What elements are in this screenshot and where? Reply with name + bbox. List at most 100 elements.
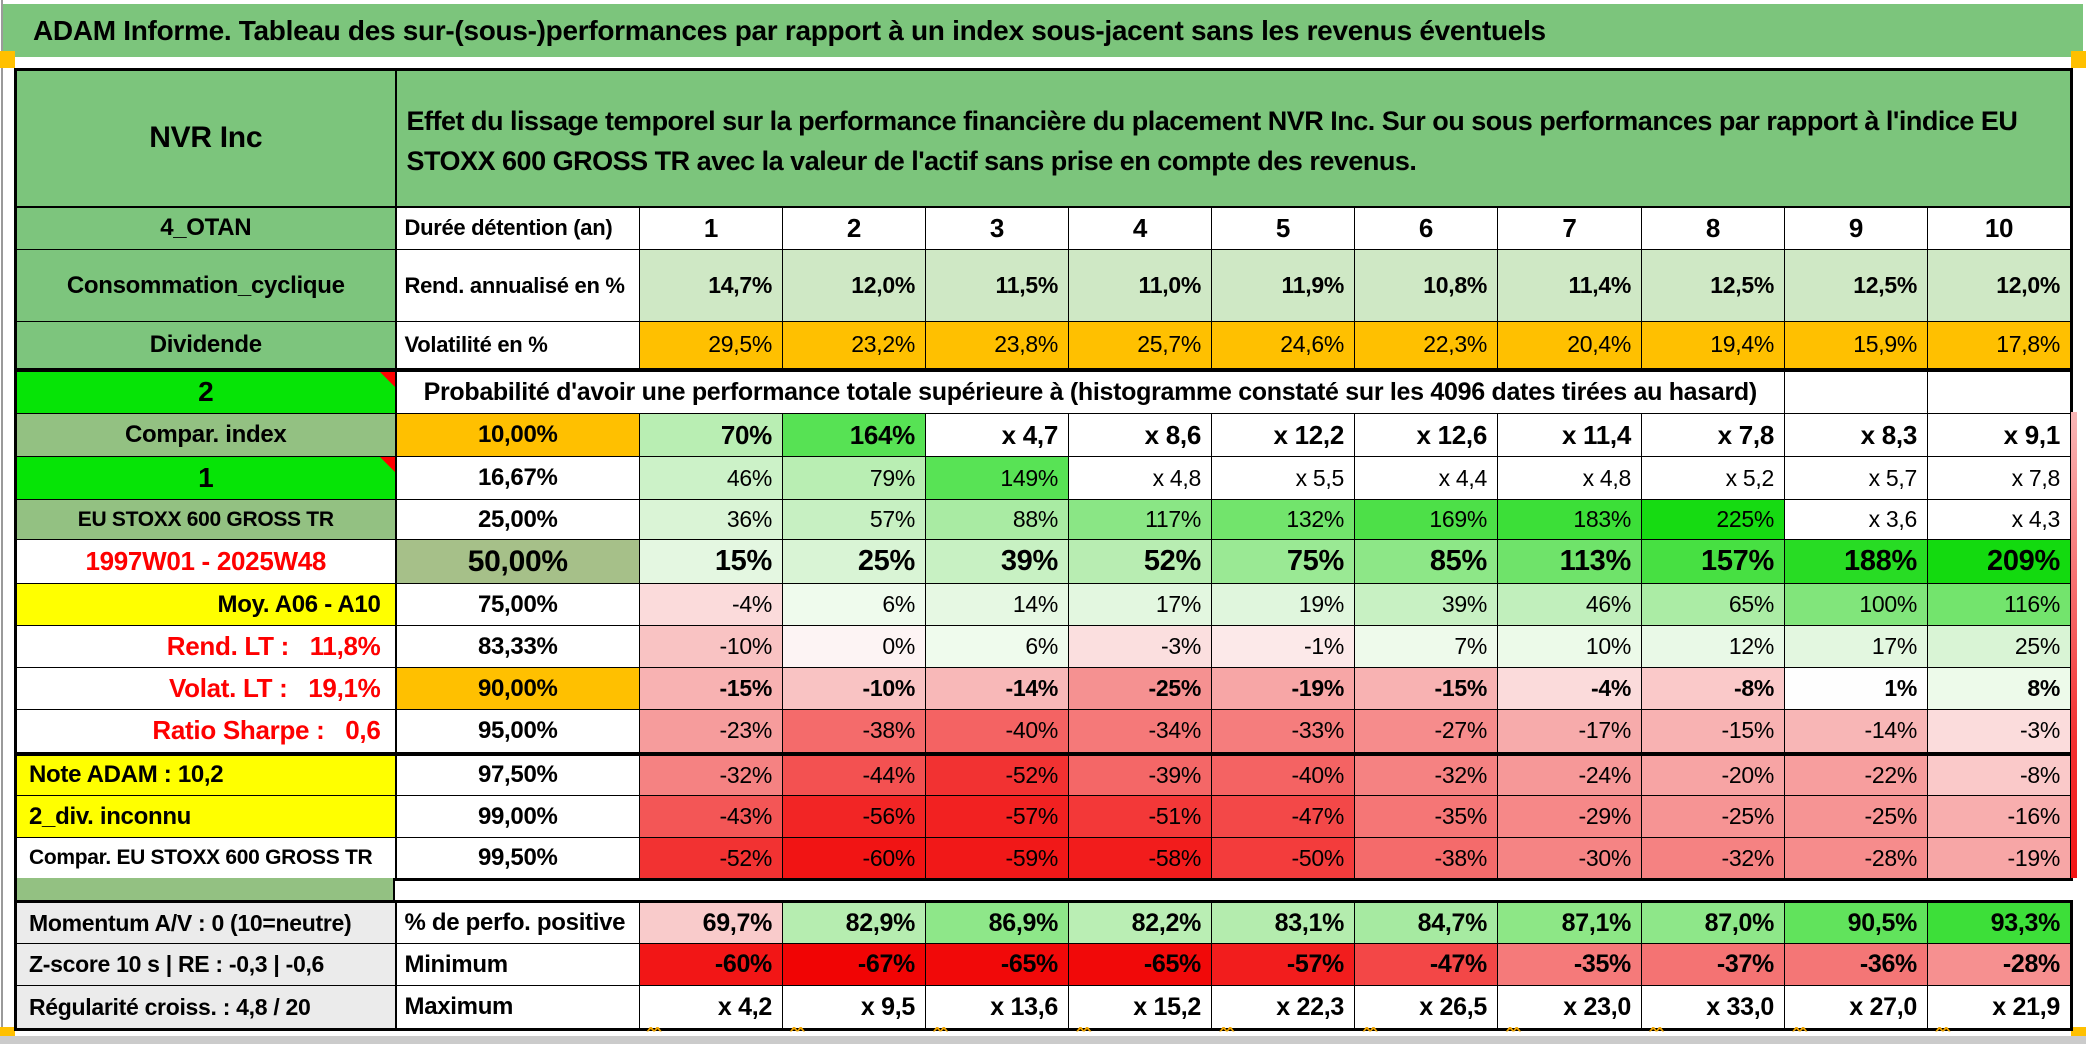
data-cell[interactable]: 10% [1497, 625, 1642, 668]
data-cell[interactable]: 24,6% [1211, 321, 1355, 370]
data-cell[interactable]: 15,9% [1784, 321, 1928, 370]
data-cell[interactable]: 85% [1354, 539, 1498, 584]
data-cell[interactable]: -4% [639, 583, 783, 626]
data-cell[interactable]: -38% [782, 709, 926, 754]
data-cell[interactable]: -47% [1211, 795, 1355, 838]
data-cell[interactable]: -51% [1068, 795, 1212, 838]
data-cell[interactable]: 25,7% [1068, 321, 1212, 370]
data-cell[interactable]: -57% [1211, 943, 1355, 986]
data-cell[interactable]: 23,2% [782, 321, 926, 370]
data-cell[interactable]: -67% [782, 943, 926, 986]
data-cell[interactable]: -39% [1068, 751, 1212, 796]
data-cell[interactable]: 23,8% [925, 321, 1069, 370]
data-cell[interactable]: -22% [1784, 751, 1928, 796]
data-cell[interactable] [1784, 367, 1928, 414]
data-cell[interactable]: -40% [925, 709, 1069, 754]
data-cell[interactable]: -44% [782, 751, 926, 796]
row-header-cell[interactable]: Volatilité en % [395, 321, 640, 370]
data-cell[interactable]: -14% [925, 667, 1069, 710]
data-cell[interactable]: 65% [1641, 583, 1785, 626]
data-cell[interactable]: -28% [1784, 837, 1928, 880]
data-cell[interactable]: x 5,7 [1784, 456, 1928, 500]
data-cell[interactable]: 46% [1497, 583, 1642, 626]
data-cell[interactable]: x 8,6 [1068, 413, 1212, 457]
data-cell[interactable]: -29% [1497, 795, 1642, 838]
row-label-cell[interactable]: Z-score 10 s | RE : -0,3 | -0,6 [15, 943, 397, 986]
row-header-cell[interactable]: 10,00% [395, 413, 640, 457]
row-header-cell[interactable]: Rend. annualisé en % [395, 249, 640, 322]
data-cell[interactable]: 11,0% [1068, 249, 1212, 322]
data-cell[interactable]: -28% [1927, 943, 2072, 986]
data-cell[interactable]: x 12,2 [1211, 413, 1355, 457]
data-cell[interactable]: 14,7% [639, 249, 783, 322]
row-label-cell[interactable]: Consommation_cyclique [15, 249, 397, 322]
probability-note-cell[interactable]: Probabilité d'avoir une performance tota… [395, 367, 1785, 414]
data-cell[interactable]: 46% [639, 456, 783, 500]
data-cell[interactable]: 19,4% [1641, 321, 1785, 370]
data-cell[interactable]: x 7,8 [1927, 456, 2072, 500]
data-cell[interactable]: -40% [1211, 751, 1355, 796]
row-header-cell[interactable]: 90,00% [395, 667, 640, 710]
data-cell[interactable]: 10,8% [1354, 249, 1498, 322]
data-cell[interactable]: x 7,8 [1641, 413, 1785, 457]
data-cell[interactable]: 11,9% [1211, 249, 1355, 322]
data-cell[interactable]: -50% [1211, 837, 1355, 880]
data-cell[interactable]: x 23,0 [1497, 985, 1642, 1030]
spacer-row-label-cell[interactable] [14, 878, 395, 900]
row-header-cell[interactable]: 16,67% [395, 456, 640, 500]
data-cell[interactable]: 93,3% [1927, 901, 2072, 944]
data-cell[interactable]: 8% [1927, 667, 2072, 710]
year-column-header[interactable]: 8 [1641, 206, 1785, 250]
year-column-header[interactable]: 4 [1068, 206, 1212, 250]
data-cell[interactable]: -59% [925, 837, 1069, 880]
data-cell[interactable]: 29,5% [639, 321, 783, 370]
data-cell[interactable]: 164% [782, 413, 926, 457]
data-cell[interactable]: 209% [1927, 539, 2072, 584]
data-cell[interactable]: -15% [1641, 709, 1785, 754]
data-cell[interactable]: 82,2% [1068, 901, 1212, 944]
data-cell[interactable]: x 15,2 [1068, 985, 1212, 1030]
data-cell[interactable]: -16% [1927, 795, 2072, 838]
row-label-cell[interactable]: Ratio Sharpe : 0,6 [15, 709, 397, 754]
data-cell[interactable]: x 33,0 [1641, 985, 1785, 1030]
data-cell[interactable]: x 21,9 [1927, 985, 2072, 1030]
row-header-cell[interactable]: Minimum [395, 943, 640, 986]
data-cell[interactable]: 15% [639, 539, 783, 584]
data-cell[interactable]: 0% [782, 625, 926, 668]
data-cell[interactable]: -15% [1354, 667, 1498, 710]
data-cell[interactable]: 100% [1784, 583, 1928, 626]
row-label-cell[interactable]: Compar. index [15, 413, 397, 457]
data-cell[interactable]: -24% [1497, 751, 1642, 796]
data-cell[interactable]: 19% [1211, 583, 1355, 626]
row-label-cell[interactable]: Régularité croiss. : 4,8 / 20 [15, 985, 397, 1030]
data-cell[interactable]: 87,1% [1497, 901, 1642, 944]
data-cell[interactable]: 90,5% [1784, 901, 1928, 944]
data-cell[interactable]: -10% [639, 625, 783, 668]
data-cell[interactable]: x 5,5 [1211, 456, 1355, 500]
data-cell[interactable]: x 3,6 [1784, 499, 1928, 540]
row-label-cell[interactable]: Moy. A06 - A10 [15, 583, 397, 626]
data-cell[interactable]: 17% [1784, 625, 1928, 668]
data-cell[interactable]: -4% [1497, 667, 1642, 710]
data-cell[interactable]: x 13,6 [925, 985, 1069, 1030]
data-cell[interactable]: -32% [1641, 837, 1785, 880]
data-cell[interactable]: -17% [1497, 709, 1642, 754]
row-header-cell[interactable]: 97,50% [395, 751, 640, 796]
row-label-cell[interactable]: Dividende [15, 321, 397, 370]
data-cell[interactable]: 12,0% [1927, 249, 2072, 322]
data-cell[interactable]: x 8,3 [1784, 413, 1928, 457]
data-cell[interactable]: -32% [639, 751, 783, 796]
data-cell[interactable]: x 4,8 [1497, 456, 1642, 500]
data-cell[interactable]: 7% [1354, 625, 1498, 668]
data-cell[interactable]: 84,7% [1354, 901, 1498, 944]
data-cell[interactable]: x 22,3 [1211, 985, 1355, 1030]
data-cell[interactable]: 12% [1641, 625, 1785, 668]
row-header-cell[interactable]: 95,00% [395, 709, 640, 754]
data-cell[interactable]: -8% [1927, 751, 2072, 796]
row-header-cell[interactable]: 75,00% [395, 583, 640, 626]
data-cell[interactable]: 1% [1784, 667, 1928, 710]
data-cell[interactable]: -15% [639, 667, 783, 710]
data-cell[interactable]: -35% [1354, 795, 1498, 838]
row-label-cell[interactable]: 4_OTAN [15, 206, 397, 250]
row-header-cell[interactable]: % de perfo. positive [395, 901, 640, 944]
